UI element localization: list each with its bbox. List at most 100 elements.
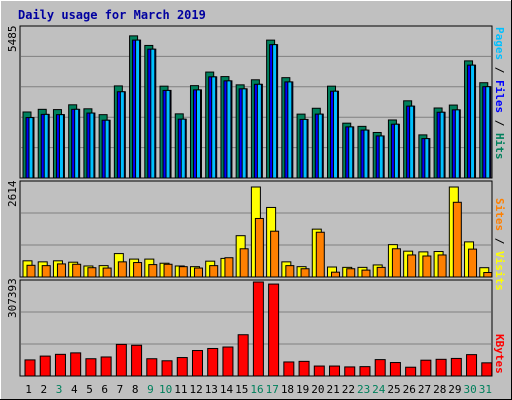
kbytes-bar bbox=[207, 347, 219, 377]
x-axis-day-label: 12 bbox=[189, 383, 202, 396]
kbytes-bar bbox=[298, 360, 310, 377]
pages-bar bbox=[317, 113, 323, 179]
sites-bar bbox=[468, 248, 478, 278]
x-axis-day-label: 1 bbox=[25, 383, 32, 396]
sites-bar bbox=[346, 268, 356, 278]
kbytes-bar bbox=[115, 343, 127, 377]
sites-bar bbox=[56, 263, 66, 278]
kbytes-bar bbox=[344, 366, 356, 377]
sites-bar bbox=[315, 231, 325, 278]
x-axis-day-label: 8 bbox=[132, 383, 139, 396]
pages-bar bbox=[287, 81, 293, 179]
sites-bar bbox=[391, 248, 401, 278]
kbytes-bar bbox=[54, 353, 66, 377]
pages-bar bbox=[409, 105, 415, 179]
x-axis-day-labels: 1 2 3 4 5 6 7 8 9 10 11 12 13 14 15 16 17 18 19 20 21 22 23 24 2… bbox=[25, 383, 492, 396]
sites-bar bbox=[270, 230, 280, 278]
sites-bar bbox=[285, 265, 295, 278]
x-axis-day-label: 28 bbox=[433, 383, 446, 396]
pages-bar bbox=[28, 117, 34, 179]
x-axis-day-label: 14 bbox=[220, 383, 234, 396]
x-axis-day-label: 24 bbox=[372, 383, 386, 396]
legend-entry: Sites bbox=[493, 198, 506, 231]
sites-bar bbox=[361, 269, 371, 278]
kbytes-bar bbox=[389, 362, 401, 377]
sites-bar bbox=[407, 254, 417, 278]
visits-ytick-label: 2614 bbox=[6, 180, 19, 207]
x-axis-day-label: 18 bbox=[281, 383, 294, 396]
sites-bar bbox=[483, 272, 493, 278]
sites-bar bbox=[209, 265, 219, 278]
pages-bar bbox=[393, 123, 399, 179]
pages-bar bbox=[348, 126, 354, 179]
x-axis-day-label: 19 bbox=[296, 383, 309, 396]
pages-bar bbox=[302, 118, 308, 179]
pages-bar bbox=[43, 113, 49, 179]
pages-bar bbox=[74, 108, 80, 179]
legend-entry: Files bbox=[493, 80, 506, 113]
kbytes-bar bbox=[252, 281, 264, 377]
kbytes-bar bbox=[39, 355, 51, 377]
kbytes-bar bbox=[237, 334, 249, 377]
sites-bar bbox=[148, 264, 158, 278]
x-axis-day-label: 20 bbox=[311, 383, 324, 396]
sites-bar bbox=[224, 257, 234, 278]
hits-ytick-label: 5485 bbox=[6, 26, 19, 53]
visits-panel-legend: Sites / Visits bbox=[493, 198, 506, 291]
kbytes-bar bbox=[450, 357, 462, 377]
sites-bar bbox=[72, 263, 82, 278]
x-axis-day-label: 15 bbox=[235, 383, 248, 396]
kbytes-bar bbox=[466, 354, 478, 377]
kbytes-bar bbox=[161, 360, 173, 377]
pages-bar bbox=[363, 129, 369, 179]
pages-bar bbox=[211, 76, 217, 179]
kbytes-bar bbox=[359, 366, 371, 377]
x-axis-day-label: 9 bbox=[147, 383, 154, 396]
x-axis-day-label: 10 bbox=[159, 383, 172, 396]
kbytes-bar bbox=[146, 358, 158, 377]
bar-marks bbox=[22, 35, 493, 377]
sites-bar bbox=[133, 262, 143, 278]
pages-bar bbox=[150, 48, 156, 179]
pages-bar bbox=[272, 44, 278, 179]
pages-bar bbox=[485, 86, 491, 179]
x-axis-day-label: 7 bbox=[117, 383, 124, 396]
kbytes-bar bbox=[420, 359, 432, 377]
sites-bar bbox=[193, 267, 203, 278]
x-axis-day-label: 30 bbox=[464, 383, 477, 396]
kbytes-bar bbox=[70, 352, 82, 377]
x-axis-day-label: 4 bbox=[71, 383, 78, 396]
x-axis-day-label: 6 bbox=[101, 383, 108, 396]
x-axis-day-label: 25 bbox=[387, 383, 400, 396]
sites-bar bbox=[87, 267, 97, 278]
pages-bar bbox=[241, 88, 247, 179]
x-axis-day-label: 17 bbox=[266, 383, 279, 396]
kbytes-bar bbox=[85, 358, 97, 377]
pages-bar bbox=[165, 89, 171, 179]
x-axis-day-label: 16 bbox=[250, 383, 263, 396]
legend-entry: Hits bbox=[493, 133, 506, 160]
kbytes-bar bbox=[313, 365, 325, 377]
sites-bar bbox=[239, 248, 249, 278]
x-axis-day-label: 31 bbox=[479, 383, 492, 396]
kbytes-bar bbox=[176, 357, 188, 377]
pages-bar bbox=[470, 64, 476, 179]
kbytes-bar bbox=[222, 346, 234, 377]
sites-bar bbox=[300, 268, 310, 278]
sites-bar bbox=[437, 254, 447, 278]
pages-bar bbox=[454, 109, 460, 179]
kbytes-bar bbox=[191, 350, 203, 377]
kbytes-bar bbox=[131, 344, 143, 377]
pages-bar bbox=[195, 89, 201, 179]
kbytes-bar bbox=[374, 359, 386, 377]
pages-bar bbox=[424, 138, 430, 179]
kbytes-bar bbox=[481, 362, 493, 377]
sites-bar bbox=[422, 255, 432, 278]
pages-bar bbox=[119, 91, 125, 179]
x-axis-day-label: 26 bbox=[403, 383, 416, 396]
chart-title: Daily usage for March 2019 bbox=[18, 8, 206, 22]
sites-bar bbox=[452, 201, 462, 278]
kbytes-bar bbox=[268, 283, 280, 377]
pages-bar bbox=[256, 83, 262, 179]
